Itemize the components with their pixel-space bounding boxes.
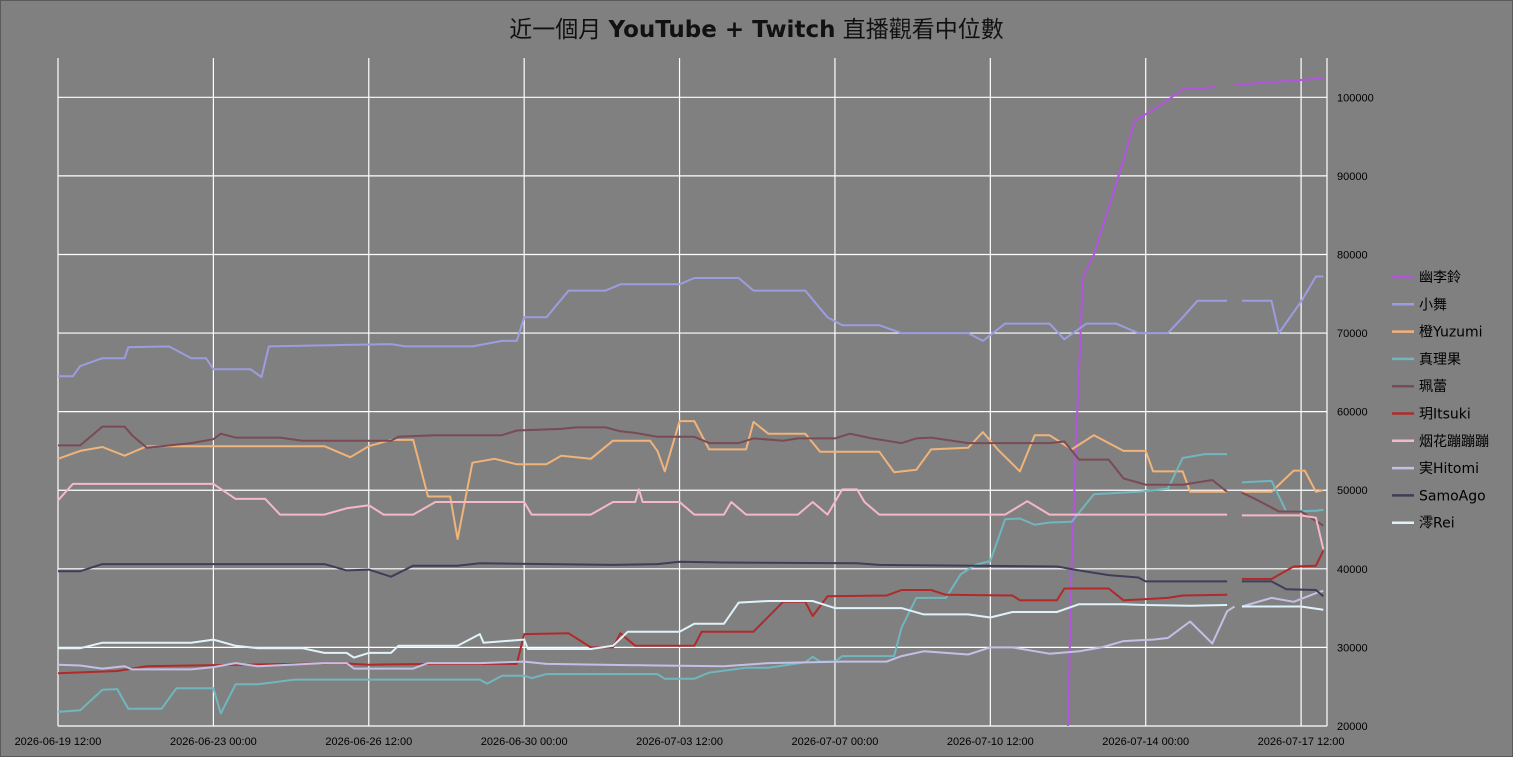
y-tick-label: 100000	[1337, 92, 1374, 104]
series-line	[57, 453, 1324, 715]
series-path	[57, 589, 1324, 671]
legend-item: 橙Yuzumi	[1392, 325, 1483, 341]
series-line	[57, 589, 1324, 671]
y-axis-tick-labels: 20000 30000 40000 50000 60000 70000 80000 90000…	[1337, 92, 1374, 733]
series-path	[57, 420, 1324, 540]
legend-label: 玥Itsuki	[1419, 407, 1471, 423]
legend-label: 珮蕾	[1419, 379, 1447, 395]
title-part: 近一個月	[509, 17, 609, 43]
x-tick-label: 2026-07-10 12:00	[947, 736, 1034, 748]
legend-item: 実Hitomi	[1392, 461, 1479, 477]
series-path	[57, 482, 1325, 550]
y-tick-label: 30000	[1337, 642, 1368, 654]
legend-label: 橙Yuzumi	[1419, 325, 1483, 341]
series-path	[58, 600, 1324, 659]
legend-item: 澪Rei	[1392, 516, 1455, 532]
series-line	[57, 420, 1324, 540]
y-tick-label: 40000	[1337, 564, 1368, 576]
series-line	[57, 550, 1325, 675]
x-tick-label: 2026-07-03 12:00	[636, 736, 723, 748]
series-line	[58, 560, 1324, 598]
legend-item: 烟花蹦蹦蹦	[1392, 434, 1489, 450]
series-path	[58, 560, 1324, 598]
title-part-bold: YouTube + Twitch	[608, 17, 836, 43]
y-tick-label: 50000	[1337, 485, 1368, 497]
legend-label: 烟花蹦蹦蹦	[1419, 434, 1489, 450]
legend-label: 幽李鈴	[1419, 270, 1461, 286]
series-line	[57, 482, 1325, 550]
x-tick-label: 2026-07-17 12:00	[1258, 736, 1345, 748]
legend-label: 小舞	[1419, 297, 1447, 313]
x-tick-label: 2026-06-23 00:00	[170, 736, 257, 748]
x-tick-label: 2026-06-26 12:00	[325, 736, 412, 748]
y-tick-label: 60000	[1337, 407, 1368, 419]
series-line	[58, 275, 1324, 379]
legend-item: 小舞	[1392, 297, 1447, 313]
y-tick-label: 70000	[1337, 328, 1368, 340]
legend-item: SamoAgo	[1392, 488, 1486, 504]
legend-label: SamoAgo	[1419, 488, 1486, 504]
series-line	[1067, 77, 1324, 727]
y-tick-label: 90000	[1337, 171, 1368, 183]
x-axis-tick-labels: 2026-06-19 12:00 2026-06-23 00:00 2026-06-…	[15, 736, 1345, 748]
y-tick-label: 80000	[1337, 249, 1368, 261]
series-path	[57, 453, 1324, 715]
legend-label: 澪Rei	[1419, 516, 1455, 532]
x-tick-label: 2026-06-30 00:00	[481, 736, 568, 748]
legend-label: 真理果	[1419, 352, 1461, 368]
chart-title: 近一個月 YouTube + Twitch 直播觀看中位數	[0, 10, 1513, 44]
series-lines	[57, 77, 1325, 727]
legend-item: 真理果	[1392, 352, 1461, 368]
legend-item: 珮蕾	[1392, 379, 1447, 395]
series-line	[58, 600, 1324, 659]
x-tick-label: 2026-07-07 00:00	[792, 736, 879, 748]
title-part: 直播觀看中位數	[835, 17, 1004, 43]
legend-item: 玥Itsuki	[1392, 407, 1471, 423]
y-tick-label: 20000	[1337, 721, 1368, 733]
gridlines	[57, 58, 1328, 727]
series-path	[57, 550, 1325, 675]
x-tick-label: 2026-06-19 12:00	[15, 736, 102, 748]
legend-item: 幽李鈴	[1392, 270, 1461, 286]
legend-label: 実Hitomi	[1419, 461, 1479, 477]
series-path	[1067, 77, 1324, 727]
series-path	[58, 275, 1324, 379]
x-tick-label: 2026-07-14 00:00	[1102, 736, 1189, 748]
